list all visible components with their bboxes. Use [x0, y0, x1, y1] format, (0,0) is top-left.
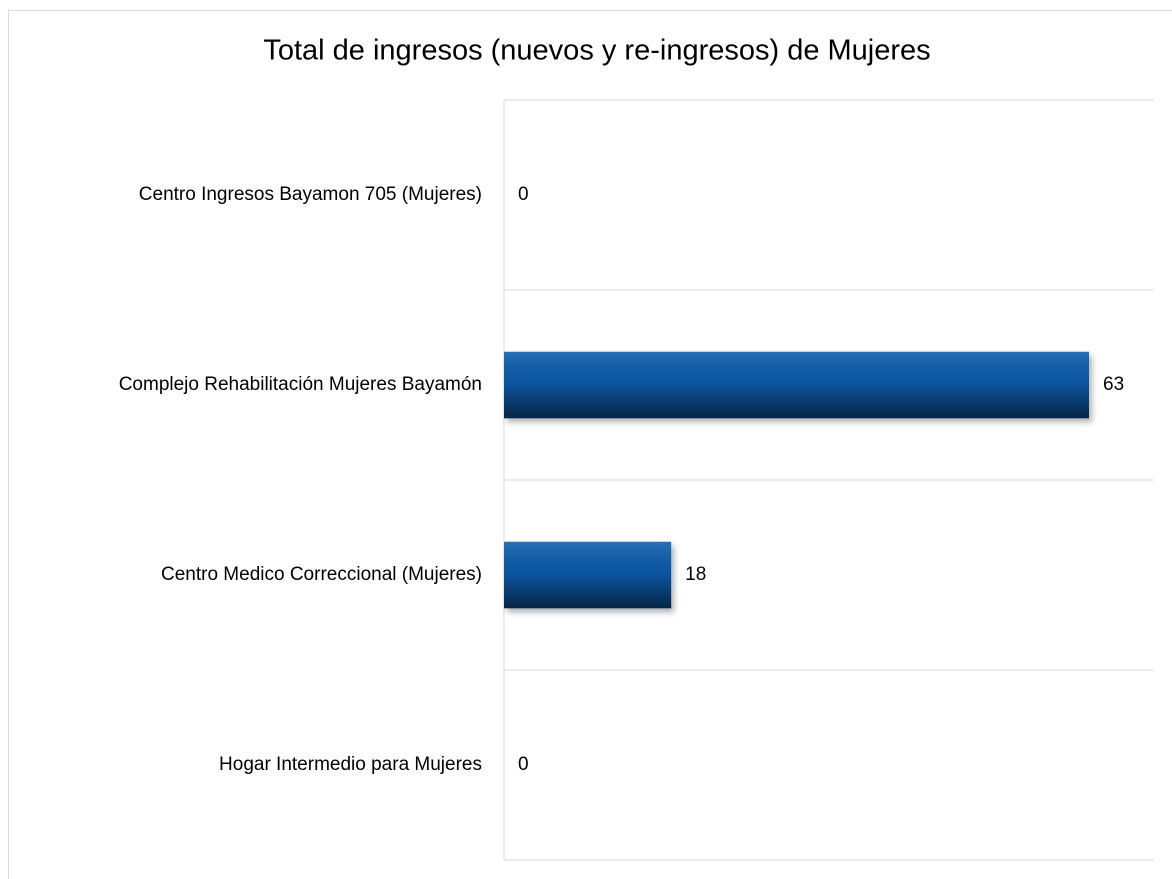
y-tick-label: Centro Medico Correccional (Mujeres): [161, 564, 482, 585]
data-label: 0: [518, 754, 529, 775]
chart-frame: [8, 10, 1172, 879]
y-tick-label: Hogar Intermedio para Mujeres: [219, 754, 482, 775]
data-label: 63: [1103, 374, 1124, 395]
data-label: 0: [518, 184, 529, 205]
data-label: 18: [685, 564, 706, 585]
bar: [504, 541, 672, 609]
chart-title: Total de ingresos (nuevos y re-ingresos)…: [263, 35, 930, 67]
y-tick-label: Complejo Rehabilitación Mujeres Bayamón: [119, 374, 482, 395]
y-tick-label: Centro Ingresos Bayamon 705 (Mujeres): [139, 184, 482, 205]
bar: [504, 351, 1089, 419]
